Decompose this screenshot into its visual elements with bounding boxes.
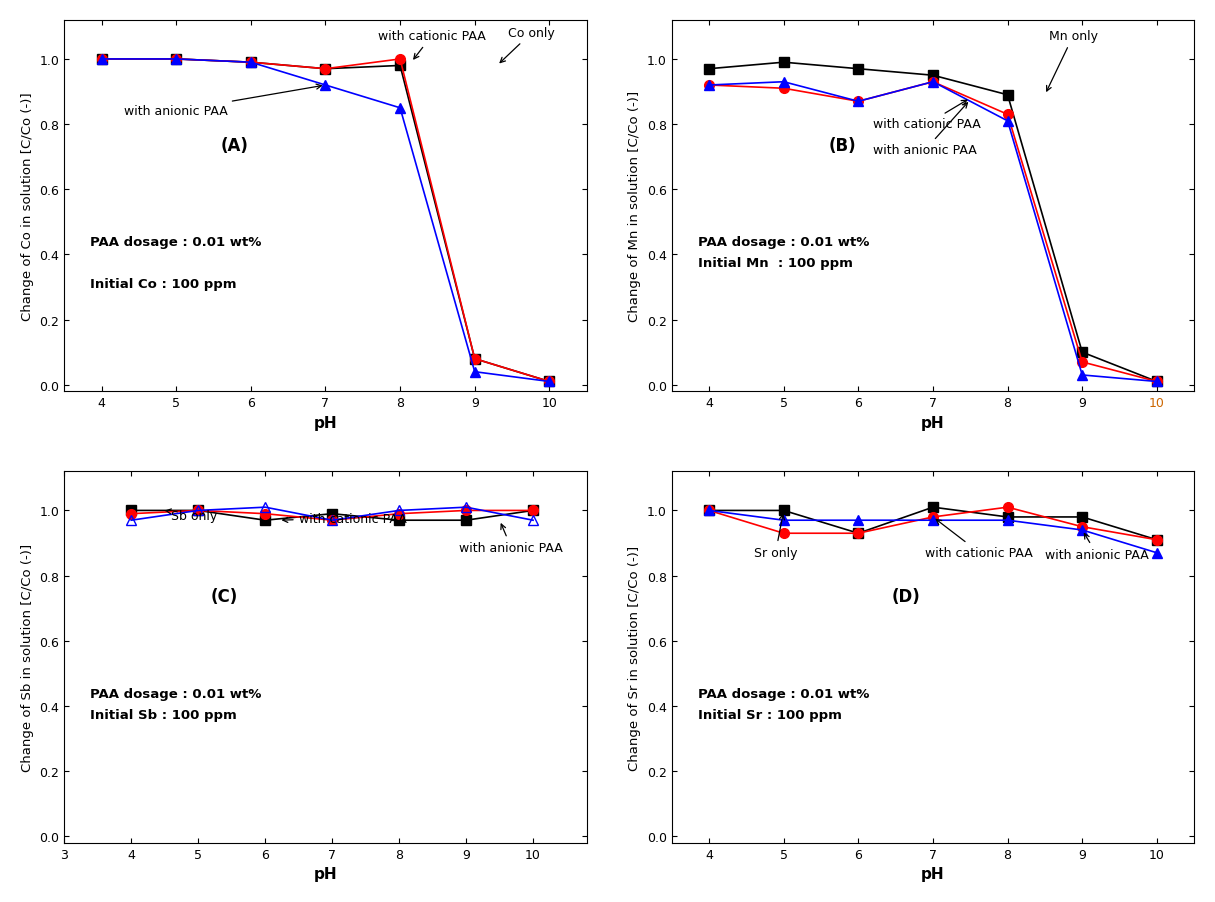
Y-axis label: Change of Sr in solution [C/Co (-)]: Change of Sr in solution [C/Co (-)]: [628, 545, 642, 769]
X-axis label: pH: pH: [921, 415, 945, 430]
Text: with cationic PAA: with cationic PAA: [378, 31, 486, 60]
Text: with cationic PAA: with cationic PAA: [283, 512, 407, 525]
Text: with anionic PAA: with anionic PAA: [874, 104, 977, 157]
Text: with anionic PAA: with anionic PAA: [124, 85, 321, 118]
Text: PAA dosage : 0.01 wt%

Initial Co : 100 ppm: PAA dosage : 0.01 wt% Initial Co : 100 p…: [90, 236, 261, 291]
Text: with cationic PAA: with cationic PAA: [874, 101, 981, 131]
Text: (D): (D): [891, 588, 920, 605]
Text: (A): (A): [221, 137, 249, 154]
Text: (B): (B): [829, 137, 857, 154]
Text: Sr only: Sr only: [753, 515, 797, 559]
X-axis label: pH: pH: [313, 866, 338, 881]
Text: Co only: Co only: [501, 27, 555, 63]
Text: Sb only: Sb only: [165, 509, 217, 522]
Text: PAA dosage : 0.01 wt%
Initial Mn  : 100 ppm: PAA dosage : 0.01 wt% Initial Mn : 100 p…: [697, 236, 869, 270]
Text: PAA dosage : 0.01 wt%
Initial Sr : 100 ppm: PAA dosage : 0.01 wt% Initial Sr : 100 p…: [697, 687, 869, 721]
X-axis label: pH: pH: [313, 415, 338, 430]
Text: with anionic PAA: with anionic PAA: [1045, 534, 1148, 561]
Y-axis label: Change of Mn in solution [C/Co (-)]: Change of Mn in solution [C/Co (-)]: [628, 91, 642, 322]
X-axis label: pH: pH: [921, 866, 945, 881]
Text: Mn only: Mn only: [1046, 31, 1097, 92]
Y-axis label: Change of Sb in solution [C/Co (-)]: Change of Sb in solution [C/Co (-)]: [21, 543, 34, 771]
Text: PAA dosage : 0.01 wt%
Initial Sb : 100 ppm: PAA dosage : 0.01 wt% Initial Sb : 100 p…: [90, 687, 261, 721]
Text: with anionic PAA: with anionic PAA: [459, 524, 564, 555]
Y-axis label: Change of Co in solution [C/Co (-)]: Change of Co in solution [C/Co (-)]: [21, 92, 34, 320]
Text: with cationic PAA: with cationic PAA: [926, 520, 1033, 559]
Text: (C): (C): [210, 588, 238, 605]
